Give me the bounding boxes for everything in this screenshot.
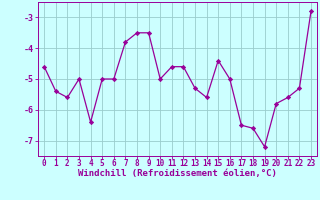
X-axis label: Windchill (Refroidissement éolien,°C): Windchill (Refroidissement éolien,°C) <box>78 169 277 178</box>
